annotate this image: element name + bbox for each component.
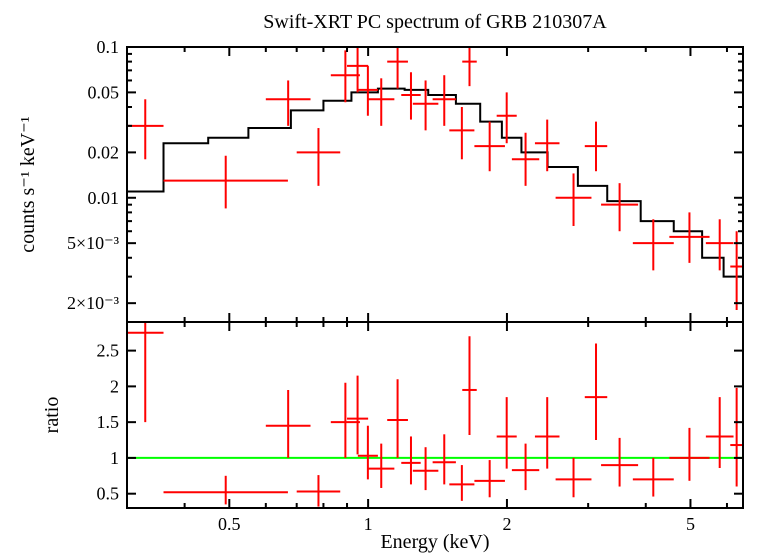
y1-tick-label: 0.05 [88, 82, 120, 102]
y-axis-label-bottom: ratio [41, 397, 63, 434]
x-tick-label: 2 [502, 514, 511, 534]
chart-container: 0.5 1 2 5 2×10⁻³ 5×10⁻³ 0.01 0.02 0.05 0.1 0.5 1 1.5… [0, 0, 758, 556]
x-tick-label: 5 [686, 514, 695, 534]
model-histogram [127, 89, 743, 277]
y2-tick-label: 1.5 [97, 412, 120, 432]
y2-tick-label: 0.5 [97, 484, 120, 504]
y2-tick-label: 2.5 [97, 341, 120, 361]
chart-title: Swift-XRT PC spectrum of GRB 210307A [263, 11, 607, 33]
y1-tick-label: 0.1 [97, 37, 120, 57]
x-tick-label: 1 [364, 514, 373, 534]
y2-tick-label: 1 [110, 448, 119, 468]
top-panel-content [127, 38, 743, 310]
y1-tick-label: 0.02 [88, 142, 120, 162]
y2-tick-label: 2 [110, 376, 119, 396]
y1-tick-label: 5×10⁻³ [67, 233, 120, 253]
y1-tick-label: 2×10⁻³ [67, 293, 120, 313]
y-axis-label-top: counts s⁻¹ keV⁻¹ [17, 116, 39, 252]
bottom-panel-content [127, 250, 743, 506]
x-axis-label: Energy (keV) [380, 531, 489, 553]
spectrum-chart: 0.5 1 2 5 2×10⁻³ 5×10⁻³ 0.01 0.02 0.05 0.1 0.5 1 1.5… [0, 0, 758, 556]
y1-tick-label: 0.01 [88, 188, 120, 208]
top-panel-frame [127, 47, 743, 322]
x-tick-label: 0.5 [218, 514, 241, 534]
